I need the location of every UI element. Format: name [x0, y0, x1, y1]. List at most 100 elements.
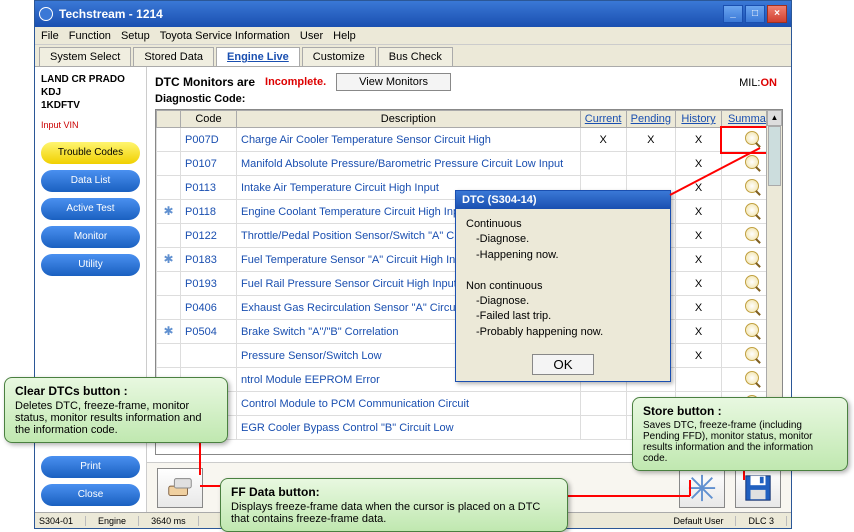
col-icon [157, 111, 181, 128]
tab-stored-data[interactable]: Stored Data [133, 47, 214, 66]
cell-history: X [676, 152, 722, 176]
active-test-button[interactable]: Active Test [41, 198, 140, 220]
cell-code: P0504 [181, 320, 237, 344]
callout-store: Store button : Saves DTC, freeze-frame (… [632, 397, 848, 471]
cell-code: P0113 [181, 176, 237, 200]
cell-current: X [580, 128, 626, 152]
view-monitors-button[interactable]: View Monitors [336, 73, 451, 91]
col-code[interactable]: Code [181, 111, 237, 128]
callout-ff-data: FF Data button: Displays freeze-frame da… [220, 478, 568, 532]
magnifier-icon [745, 323, 759, 337]
trouble-codes-button[interactable]: Trouble Codes [41, 142, 140, 164]
magnifier-icon [745, 275, 759, 289]
snowflake-icon: ✱ [163, 253, 175, 265]
scroll-up-icon[interactable]: ▲ [767, 110, 782, 126]
cell-history: X [676, 224, 722, 248]
cell-desc: EGR Cooler Bypass Control "B" Circuit Lo… [237, 416, 581, 440]
tab-system-select[interactable]: System Select [39, 47, 131, 66]
vehicle-line: 1KDFTV [41, 99, 140, 112]
cell-desc: Control Module to PCM Communication Circ… [237, 392, 581, 416]
cell-history: X [676, 176, 722, 200]
table-row[interactable]: P0107Manifold Absolute Pressure/Barometr… [157, 152, 782, 176]
scroll-thumb[interactable] [768, 126, 781, 186]
cell-history: X [676, 344, 722, 368]
col-desc[interactable]: Description [237, 111, 581, 128]
cell-history: X [676, 248, 722, 272]
col-history[interactable]: History [676, 111, 722, 128]
diagnostic-code-label: Diagnostic Code: [155, 93, 783, 105]
cell-code [181, 344, 237, 368]
tab-bus-check[interactable]: Bus Check [378, 47, 453, 66]
mil-status: MIL:ON [739, 77, 777, 89]
cell-history: X [676, 200, 722, 224]
menu-tsi[interactable]: Toyota Service Information [160, 30, 290, 42]
cell-desc: Charge Air Cooler Temperature Sensor Cir… [237, 128, 581, 152]
cell-desc: Manifold Absolute Pressure/Barometric Pr… [237, 152, 581, 176]
magnifier-icon [745, 131, 759, 145]
tabbar: System Select Stored Data Engine Live Cu… [35, 45, 791, 67]
titlebar: Techstream - 1214 _ □ × [35, 1, 791, 27]
ff-data-button[interactable] [679, 468, 725, 508]
cell-code: P007D [181, 128, 237, 152]
clear-dtcs-button[interactable] [157, 468, 203, 508]
magnifier-icon [745, 227, 759, 241]
col-pending[interactable]: Pending [626, 111, 675, 128]
vehicle-info: LAND CR PRADO KDJ 1KDFTV [41, 73, 140, 112]
cell-pending [626, 152, 675, 176]
cell-current [580, 416, 626, 440]
utility-button[interactable]: Utility [41, 254, 140, 276]
vehicle-line: LAND CR PRADO [41, 73, 140, 86]
status-time: 3640 ms [151, 516, 199, 526]
status-user: Default User [673, 516, 736, 526]
magnifier-icon [745, 299, 759, 313]
dialog-ok-button[interactable]: OK [532, 354, 593, 375]
cell-current [580, 152, 626, 176]
save-disk-icon [743, 473, 773, 503]
tab-customize[interactable]: Customize [302, 47, 376, 66]
dtc-info-dialog: DTC (S304-14) Continuous -Diagnose. -Hap… [455, 190, 671, 382]
col-current[interactable]: Current [580, 111, 626, 128]
cell-history: X [676, 296, 722, 320]
cell-history: X [676, 128, 722, 152]
snowflake-icon: ✱ [163, 205, 175, 217]
table-row[interactable]: P007DCharge Air Cooler Temperature Senso… [157, 128, 782, 152]
tab-engine-live[interactable]: Engine Live [216, 47, 300, 66]
cell-code: P0183 [181, 248, 237, 272]
cell-history: X [676, 272, 722, 296]
monitor-button[interactable]: Monitor [41, 226, 140, 248]
store-button[interactable] [735, 468, 781, 508]
menu-help[interactable]: Help [333, 30, 356, 42]
status-system: Engine [98, 516, 139, 526]
magnifier-icon [745, 371, 759, 385]
cell-pending: X [626, 128, 675, 152]
app-icon [39, 7, 53, 21]
menu-function[interactable]: Function [69, 30, 111, 42]
vehicle-line: KDJ [41, 86, 140, 99]
status-dlc: DLC 3 [748, 516, 787, 526]
cell-code: P0107 [181, 152, 237, 176]
cell-code: P0122 [181, 224, 237, 248]
close-button[interactable]: Close [41, 484, 140, 506]
input-vin-link[interactable]: Input VIN [41, 120, 140, 130]
close-window-button[interactable]: × [767, 5, 787, 23]
dialog-title: DTC (S304-14) [456, 191, 670, 209]
snowflake-icon [687, 473, 717, 503]
menu-setup[interactable]: Setup [121, 30, 150, 42]
callout-clear-dtcs: Clear DTCs button : Deletes DTC, freeze-… [4, 377, 228, 443]
magnifier-icon [745, 347, 759, 361]
print-button[interactable]: Print [41, 456, 140, 478]
window-title: Techstream - 1214 [59, 7, 723, 21]
menu-file[interactable]: File [41, 30, 59, 42]
magnifier-icon [745, 203, 759, 217]
cell-history: X [676, 320, 722, 344]
maximize-button[interactable]: □ [745, 5, 765, 23]
magnifier-icon [745, 179, 759, 193]
cell-history [676, 368, 722, 392]
menubar: File Function Setup Toyota Service Infor… [35, 27, 791, 45]
cell-code: P0193 [181, 272, 237, 296]
sidebar: LAND CR PRADO KDJ 1KDFTV Input VIN Troub… [35, 67, 147, 512]
data-list-button[interactable]: Data List [41, 170, 140, 192]
minimize-button[interactable]: _ [723, 5, 743, 23]
menu-user[interactable]: User [300, 30, 323, 42]
dtc-monitors-label: DTC Monitors are [155, 75, 255, 89]
